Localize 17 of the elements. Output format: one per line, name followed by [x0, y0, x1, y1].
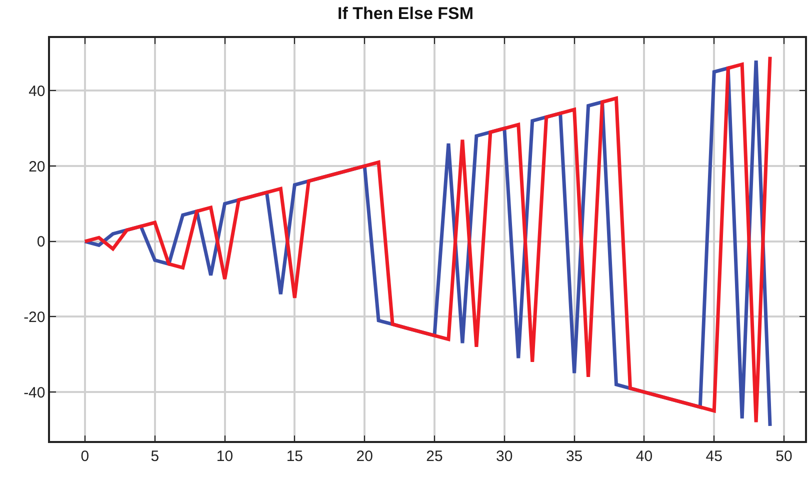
x-tick-label: 0	[80, 448, 90, 465]
chart-title: If Then Else FSM	[337, 4, 474, 24]
x-tick-label: 30	[496, 448, 513, 465]
x-tick-label: 45	[706, 448, 722, 465]
x-tick-label: 35	[566, 448, 583, 465]
y-tick-label: 0	[36, 234, 46, 251]
x-tick-label: 50	[776, 448, 792, 465]
x-tick-label: 25	[426, 448, 443, 465]
y-tick-label: -40	[24, 384, 46, 402]
x-tick-label: 15	[286, 448, 304, 465]
y-tick-label: 20	[28, 158, 46, 176]
x-tick-label: 5	[150, 448, 160, 465]
x-tick-label: 40	[636, 448, 653, 465]
y-tick-label: -20	[24, 308, 46, 326]
x-tick-label: 10	[216, 448, 234, 465]
y-tick-label: 40	[28, 82, 46, 100]
x-tick-label: 20	[356, 448, 373, 465]
